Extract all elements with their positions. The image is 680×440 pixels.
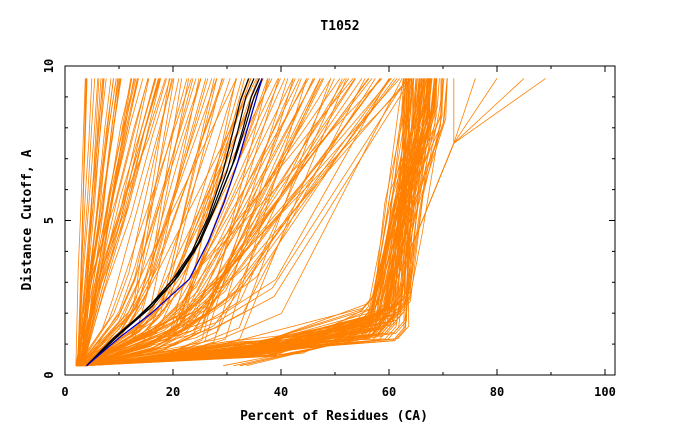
chart-title: T1052 (320, 19, 359, 34)
orange-model-curve-23 (82, 78, 121, 366)
x-tick-label: 40 (274, 385, 288, 399)
plot-area (75, 78, 546, 367)
orange-model-curve-50 (78, 78, 173, 366)
blue-model-curve (86, 78, 263, 367)
orange-model-curve-4 (77, 78, 93, 366)
y-axis-label: Distance Cutoff, A (20, 149, 35, 290)
orange-model-curve-215 (86, 78, 414, 367)
orange-model-curve-134 (81, 78, 395, 367)
orange-model-curve-60 (78, 78, 202, 366)
orange-model-curve-107 (84, 78, 321, 367)
x-tick-label: 60 (382, 385, 396, 399)
orange-model-curve-234 (240, 78, 546, 367)
orange-model-curve-56 (76, 78, 192, 366)
orange-model-curve-44 (76, 78, 161, 366)
orange-model-curve-69 (79, 78, 223, 367)
orange-model-curve-229 (81, 78, 448, 367)
orange-model-curve-0 (75, 78, 86, 366)
orange-model-curve-34 (75, 78, 149, 366)
orange-model-curve-48 (79, 78, 175, 366)
orange-model-curve-130 (82, 78, 390, 367)
orange-model-curve-67 (80, 78, 213, 366)
orange-model-curve-187 (80, 78, 442, 367)
orange-model-curve-204 (77, 78, 422, 367)
x-tick-label: 80 (490, 385, 504, 399)
orange-model-curve-7 (77, 78, 99, 366)
black-model-curve-3 (86, 78, 263, 367)
orange-model-curve-31 (83, 78, 139, 366)
orange-model-curve-115 (76, 78, 346, 367)
x-axis-label: Percent of Residues (CA) (240, 409, 428, 424)
orange-model-curve-223 (76, 78, 417, 367)
orange-model-curve-136 (82, 78, 408, 367)
orange-model-curve-216 (86, 78, 429, 367)
x-tick-label: 20 (166, 385, 180, 399)
orange-model-curve-139 (85, 78, 409, 367)
orange-model-curve-47 (82, 78, 171, 366)
orange-model-curve-211 (85, 78, 420, 367)
orange-model-curve-137 (78, 78, 412, 367)
orange-model-curve-128 (80, 78, 390, 367)
orange-model-curve-5 (78, 78, 96, 366)
orange-model-curve-226 (85, 78, 440, 367)
orange-model-curve-138 (83, 78, 412, 367)
orange-model-curve-126 (78, 78, 383, 367)
orange-model-curve-127 (81, 78, 382, 367)
orange-model-curve-227 (77, 78, 430, 367)
orange-model-curve-53 (83, 78, 188, 366)
y-tick-label: 10 (42, 59, 56, 73)
y-axis: 0 5 10 (42, 59, 615, 379)
x-tick-label: 100 (594, 385, 616, 399)
orange-model-curve-75 (78, 78, 237, 366)
orange-model-curve-203 (77, 78, 423, 367)
orange-model-curve-218 (76, 78, 435, 367)
orange-model-curve-61 (78, 78, 207, 366)
orange-model-curve-45 (78, 78, 167, 366)
orange-model-curve-11 (76, 78, 107, 366)
orange-model-curve-219 (82, 78, 437, 367)
orange-model-curve-43 (82, 78, 162, 366)
x-axis: 0 20 40 60 80 100 (61, 66, 616, 399)
orange-model-curve-228 (76, 78, 445, 367)
orange-model-curve-135 (76, 78, 401, 367)
orange-model-curve-202 (76, 78, 414, 367)
orange-model-curve-33 (79, 78, 149, 366)
orange-model-curve-118 (82, 78, 354, 367)
orange-model-curve-96 (80, 78, 300, 367)
y-tick-label: 0 (42, 371, 56, 378)
orange-model-curve-225 (85, 78, 407, 367)
y-tick-label: 5 (42, 217, 56, 224)
orange-model-curve-71 (80, 78, 224, 366)
x-tick-label: 0 (61, 385, 68, 399)
orange-model-curve-121 (85, 78, 369, 367)
